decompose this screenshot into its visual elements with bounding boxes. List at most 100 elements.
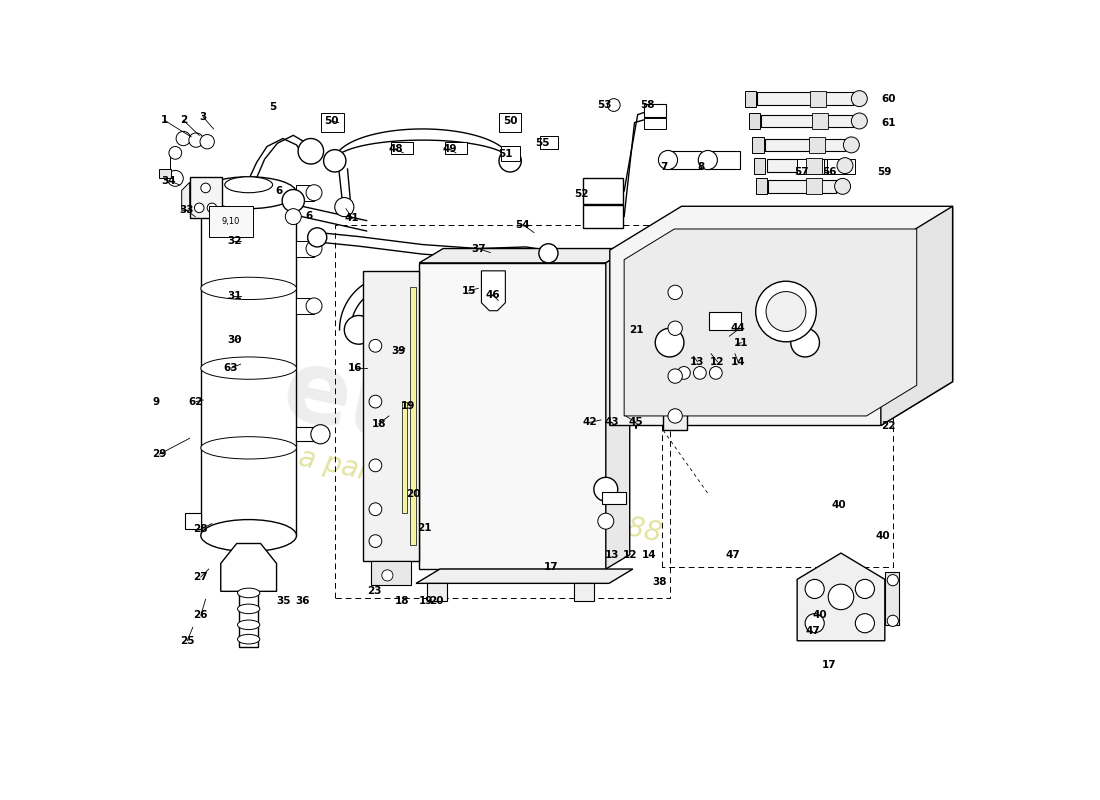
Circle shape bbox=[844, 137, 859, 153]
Bar bbox=[710, 312, 741, 330]
Bar bbox=[806, 158, 823, 174]
Text: 17: 17 bbox=[822, 660, 836, 670]
Circle shape bbox=[368, 339, 382, 352]
Bar bbox=[810, 90, 826, 106]
Circle shape bbox=[693, 366, 706, 379]
Text: 39: 39 bbox=[392, 346, 406, 355]
Circle shape bbox=[169, 146, 182, 159]
Text: 6: 6 bbox=[306, 211, 312, 221]
Circle shape bbox=[334, 198, 354, 217]
Circle shape bbox=[828, 584, 854, 610]
Text: 44: 44 bbox=[730, 323, 746, 334]
Bar bbox=[500, 146, 519, 161]
Bar bbox=[663, 271, 688, 430]
Polygon shape bbox=[363, 271, 419, 561]
Circle shape bbox=[368, 534, 382, 547]
Text: 33: 33 bbox=[179, 206, 194, 215]
Text: 32: 32 bbox=[227, 235, 242, 246]
Text: 3: 3 bbox=[199, 112, 207, 122]
Circle shape bbox=[856, 614, 875, 633]
Text: 7: 7 bbox=[660, 162, 668, 172]
Ellipse shape bbox=[238, 634, 260, 644]
Circle shape bbox=[189, 133, 204, 147]
Text: 59: 59 bbox=[878, 167, 892, 177]
Polygon shape bbox=[755, 158, 766, 174]
Text: 21: 21 bbox=[629, 325, 644, 335]
Circle shape bbox=[201, 183, 210, 193]
Text: europ: europ bbox=[274, 342, 616, 506]
Circle shape bbox=[668, 409, 682, 423]
Ellipse shape bbox=[201, 519, 297, 551]
Text: 53: 53 bbox=[597, 100, 612, 110]
Text: 22: 22 bbox=[881, 421, 896, 430]
Bar bbox=[297, 298, 313, 314]
Bar bbox=[645, 104, 667, 117]
Bar bbox=[602, 493, 626, 504]
Polygon shape bbox=[189, 177, 221, 218]
Text: 60: 60 bbox=[881, 94, 896, 104]
Text: 9: 9 bbox=[153, 397, 159, 406]
Bar bbox=[884, 572, 899, 625]
Polygon shape bbox=[745, 90, 756, 106]
Bar bbox=[645, 118, 667, 129]
Text: 48: 48 bbox=[388, 144, 403, 154]
Bar bbox=[540, 136, 558, 149]
Ellipse shape bbox=[238, 588, 260, 598]
Text: 37: 37 bbox=[471, 243, 485, 254]
Circle shape bbox=[888, 615, 899, 626]
Bar bbox=[160, 169, 170, 178]
Text: 21: 21 bbox=[418, 522, 432, 533]
Polygon shape bbox=[416, 569, 632, 583]
Circle shape bbox=[285, 209, 301, 225]
Text: 5: 5 bbox=[268, 102, 276, 112]
Bar bbox=[390, 142, 412, 154]
Polygon shape bbox=[182, 182, 189, 210]
Circle shape bbox=[837, 158, 852, 174]
Text: 25: 25 bbox=[180, 636, 195, 646]
Text: 63: 63 bbox=[224, 363, 239, 373]
Ellipse shape bbox=[238, 604, 260, 614]
Text: 12: 12 bbox=[623, 550, 637, 561]
Text: 13: 13 bbox=[690, 357, 705, 366]
Circle shape bbox=[311, 425, 330, 444]
Circle shape bbox=[805, 579, 824, 598]
Text: 50: 50 bbox=[503, 116, 517, 126]
Circle shape bbox=[678, 366, 691, 379]
Polygon shape bbox=[756, 178, 767, 194]
Text: a part for parts since 1988: a part for parts since 1988 bbox=[296, 443, 664, 548]
Circle shape bbox=[282, 190, 305, 212]
Text: 14: 14 bbox=[641, 550, 657, 561]
Polygon shape bbox=[419, 263, 606, 569]
Circle shape bbox=[698, 150, 717, 170]
Bar bbox=[812, 113, 827, 129]
Circle shape bbox=[659, 150, 678, 170]
Circle shape bbox=[306, 241, 322, 257]
Circle shape bbox=[368, 395, 382, 408]
Bar bbox=[427, 583, 448, 601]
Circle shape bbox=[344, 315, 373, 344]
Polygon shape bbox=[881, 206, 953, 426]
Text: 45: 45 bbox=[629, 418, 644, 427]
Text: 40: 40 bbox=[812, 610, 827, 620]
Bar bbox=[583, 206, 624, 228]
Text: 34: 34 bbox=[162, 176, 176, 186]
Text: 27: 27 bbox=[194, 572, 208, 582]
Text: 26: 26 bbox=[194, 610, 208, 620]
Text: 9,10: 9,10 bbox=[222, 217, 240, 226]
Circle shape bbox=[888, 574, 899, 586]
Circle shape bbox=[791, 328, 820, 357]
Circle shape bbox=[756, 282, 816, 342]
Circle shape bbox=[167, 170, 184, 186]
Text: 54: 54 bbox=[516, 220, 530, 230]
Bar bbox=[321, 113, 343, 132]
Bar bbox=[757, 92, 852, 105]
Circle shape bbox=[597, 514, 614, 529]
Polygon shape bbox=[798, 553, 884, 641]
Text: 18: 18 bbox=[395, 596, 410, 606]
Text: 6: 6 bbox=[275, 186, 283, 196]
Bar bbox=[827, 159, 855, 174]
Ellipse shape bbox=[224, 177, 273, 193]
Bar bbox=[769, 180, 836, 193]
Bar bbox=[209, 206, 253, 237]
Text: 20: 20 bbox=[406, 489, 420, 499]
